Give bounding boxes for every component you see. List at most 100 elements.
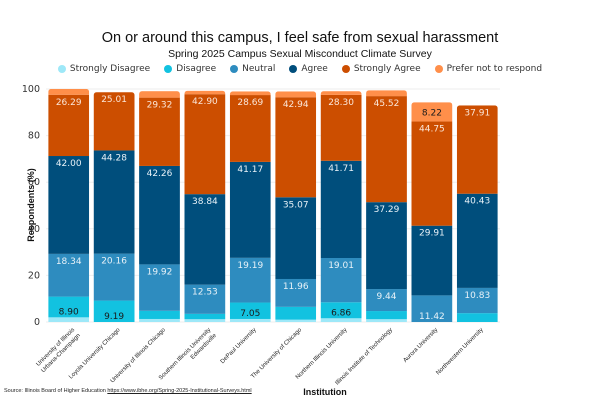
data-label: 20.16 bbox=[101, 257, 127, 267]
bar-segment bbox=[366, 319, 407, 322]
data-label: 42.94 bbox=[283, 100, 309, 110]
legend-label: Disagree bbox=[176, 64, 217, 74]
y-axis-title: Respondents (%) bbox=[26, 168, 36, 242]
bar-segment bbox=[275, 278, 317, 307]
bar-segment bbox=[184, 194, 226, 285]
legend-marker bbox=[289, 65, 298, 73]
bar-stack bbox=[320, 91, 362, 322]
source-note: Source: Illinois Board of Higher Educati… bbox=[4, 388, 252, 394]
bar-segment bbox=[366, 289, 407, 312]
bar-segment bbox=[184, 94, 226, 195]
legend: Strongly Disagree Disagree Neutral Agree Str… bbox=[0, 64, 600, 74]
bar-segment bbox=[229, 95, 271, 162]
y-tick-label: 0 bbox=[34, 317, 40, 328]
bar-segment bbox=[366, 311, 407, 320]
bar-segment bbox=[275, 306, 317, 320]
data-label: 28.30 bbox=[328, 98, 354, 108]
data-label: 6.86 bbox=[331, 308, 351, 318]
bar-stack bbox=[275, 91, 317, 322]
data-label: 8.90 bbox=[59, 307, 79, 317]
data-label: 11.42 bbox=[419, 312, 445, 322]
bar-segment bbox=[320, 94, 362, 161]
y-tick-label: 40 bbox=[28, 224, 40, 235]
data-label: 38.84 bbox=[192, 197, 218, 207]
data-label: 44.75 bbox=[419, 124, 445, 134]
y-tick-label: 60 bbox=[28, 177, 40, 188]
bar-segment bbox=[456, 105, 498, 194]
bar-segment bbox=[184, 313, 226, 320]
data-label: 41.71 bbox=[328, 164, 354, 174]
bar-segment bbox=[456, 287, 498, 314]
data-label: 9.19 bbox=[104, 312, 124, 322]
data-label: 40.43 bbox=[464, 197, 490, 207]
bar-segment bbox=[229, 161, 271, 258]
bar-segment bbox=[184, 90, 226, 95]
bar-segment bbox=[139, 97, 180, 166]
legend-marker bbox=[57, 65, 66, 73]
bar-segment bbox=[48, 156, 90, 254]
data-label: 18.34 bbox=[56, 257, 82, 267]
bars bbox=[48, 88, 498, 322]
bar-stack bbox=[139, 91, 180, 322]
bar-segment bbox=[229, 318, 271, 322]
bar-segment bbox=[48, 296, 90, 318]
bar-segment bbox=[320, 91, 362, 95]
bar-segment bbox=[139, 318, 180, 322]
data-label: 12.53 bbox=[192, 288, 218, 298]
x-axis: University of IllinoisUrbana-ChampaignLo… bbox=[36, 327, 485, 387]
data-label: 10.83 bbox=[464, 291, 490, 301]
bar-segment bbox=[93, 92, 135, 151]
bar-stack bbox=[366, 90, 407, 322]
legend-label: Agree bbox=[301, 64, 328, 74]
bar-segment bbox=[456, 313, 498, 322]
x-tick-label: Northwestern University bbox=[435, 327, 484, 376]
data-label: 45.52 bbox=[374, 99, 400, 109]
legend-label: Neutral bbox=[242, 64, 276, 74]
data-label: 25.01 bbox=[101, 95, 127, 105]
bar-segment bbox=[275, 197, 317, 279]
bar-segment bbox=[48, 94, 90, 157]
bar-segment bbox=[229, 257, 271, 303]
legend-marker bbox=[434, 65, 443, 73]
legend-marker bbox=[164, 65, 173, 73]
bar-stack bbox=[184, 90, 226, 322]
bar-segment bbox=[411, 295, 453, 322]
x-axis-title: Institution bbox=[303, 387, 347, 397]
legend-item: Prefer not to respond bbox=[434, 64, 543, 74]
bar-segment bbox=[93, 253, 135, 301]
bar-segment bbox=[48, 253, 90, 297]
bar-stack bbox=[93, 92, 135, 322]
x-tick-label-line: DePaul University bbox=[220, 327, 258, 365]
bar-segment bbox=[139, 91, 180, 98]
data-label: 29.32 bbox=[147, 101, 173, 111]
bar-segment bbox=[275, 91, 317, 98]
x-tick-label-line: Northern Illinois University bbox=[295, 327, 349, 381]
x-tick-label: Aurora University bbox=[403, 327, 440, 364]
bar-segment bbox=[320, 257, 362, 303]
data-label: 29.91 bbox=[419, 229, 445, 239]
legend-item: Neutral bbox=[230, 64, 275, 74]
data-label: 7.05 bbox=[240, 309, 260, 319]
bar-segment bbox=[93, 300, 135, 322]
legend-item: Agree bbox=[289, 64, 328, 74]
x-tick-label-line: Southern Illinois University bbox=[158, 327, 212, 381]
bar-stack bbox=[229, 91, 271, 322]
x-tick-label: The University of Chicago bbox=[250, 327, 303, 380]
source-link[interactable]: https://www.ibhe.org/Spring-2025-Institu… bbox=[107, 388, 252, 394]
bar-segment bbox=[320, 302, 362, 319]
bar-segment bbox=[275, 97, 317, 198]
bar-segment bbox=[184, 284, 226, 314]
bar-stack bbox=[456, 105, 498, 322]
data-label: 11.96 bbox=[283, 282, 309, 292]
legend-label: Prefer not to respond bbox=[446, 64, 543, 74]
data-label: 8.22 bbox=[422, 108, 442, 118]
x-tick-label-line: The University of Chicago bbox=[250, 327, 303, 380]
bar-stack bbox=[411, 102, 453, 322]
data-label: 37.91 bbox=[464, 108, 490, 118]
bar-segment bbox=[184, 319, 226, 322]
legend-item: Strongly Disagree bbox=[57, 64, 150, 74]
bar-segment bbox=[229, 91, 271, 96]
